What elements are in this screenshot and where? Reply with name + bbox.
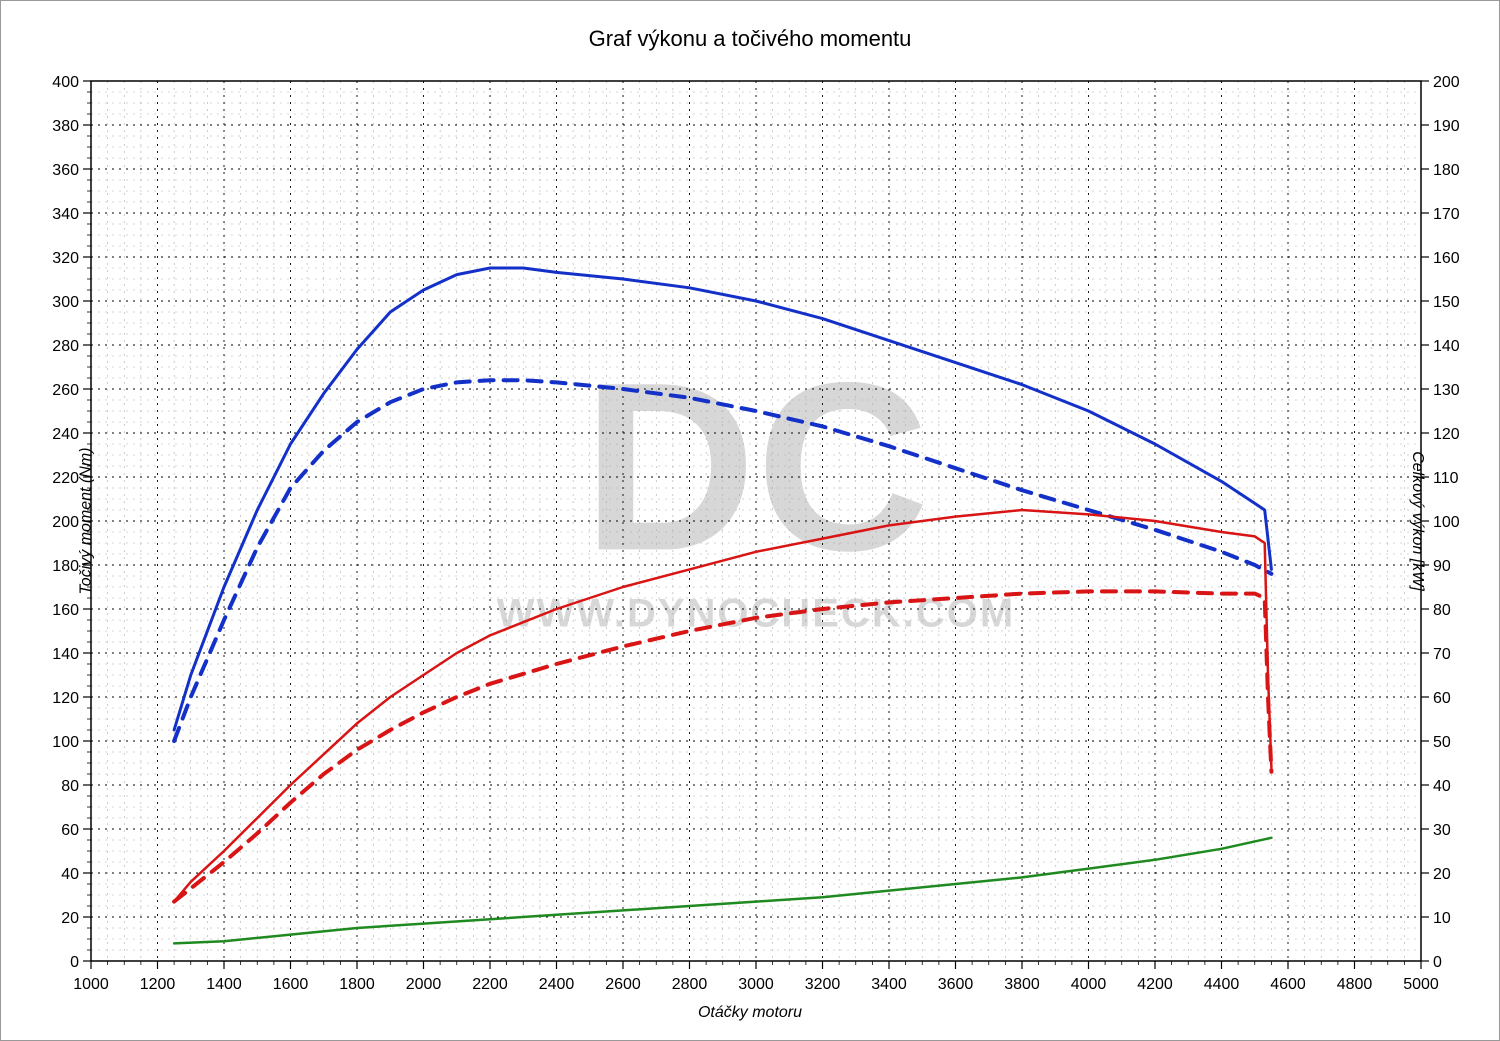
y-axis-right-label: Celkový výkon [kW] <box>1408 451 1426 591</box>
y-right-tick-label: 60 <box>1433 690 1451 707</box>
y-left-tick-label: 340 <box>52 206 79 223</box>
x-tick-label: 1400 <box>206 976 242 993</box>
y-left-tick-label: 380 <box>52 118 79 135</box>
x-tick-label: 2600 <box>605 976 641 993</box>
x-tick-label: 1600 <box>273 976 309 993</box>
y-right-tick-label: 10 <box>1433 910 1451 927</box>
chart-title: Graf výkonu a točivého momentu <box>1 26 1499 52</box>
x-tick-label: 3200 <box>805 976 841 993</box>
x-tick-label: 3400 <box>871 976 907 993</box>
y-left-tick-label: 80 <box>61 778 79 795</box>
x-tick-label: 2000 <box>406 976 442 993</box>
x-tick-label: 4000 <box>1071 976 1107 993</box>
x-tick-label: 1800 <box>339 976 375 993</box>
dyno-chart: Graf výkonu a točivého momentu Točivý mo… <box>0 0 1500 1041</box>
x-tick-label: 4200 <box>1137 976 1173 993</box>
y-right-tick-label: 200 <box>1433 74 1460 91</box>
x-tick-label: 3000 <box>738 976 774 993</box>
x-tick-label: 1000 <box>73 976 109 993</box>
y-right-tick-label: 140 <box>1433 338 1460 355</box>
y-left-tick-label: 220 <box>52 470 79 487</box>
x-tick-label: 2400 <box>539 976 575 993</box>
y-left-tick-label: 160 <box>52 602 79 619</box>
y-right-tick-label: 80 <box>1433 602 1451 619</box>
y-right-tick-label: 20 <box>1433 866 1451 883</box>
y-left-tick-label: 20 <box>61 910 79 927</box>
grid <box>91 81 1421 961</box>
plot-area: DCWWW.DYNOCHECK.COM100012001400160018002… <box>1 1 1500 1041</box>
y-right-tick-label: 110 <box>1433 470 1459 487</box>
y-right-tick-label: 130 <box>1433 382 1460 399</box>
x-tick-label: 4800 <box>1337 976 1373 993</box>
y-right-tick-label: 150 <box>1433 294 1460 311</box>
y-right-tick-label: 120 <box>1433 426 1460 443</box>
y-right-tick-label: 100 <box>1433 514 1460 531</box>
y-left-tick-label: 260 <box>52 382 79 399</box>
y-left-tick-label: 240 <box>52 426 79 443</box>
y-left-tick-label: 100 <box>52 734 79 751</box>
x-tick-label: 2200 <box>472 976 508 993</box>
y-left-tick-label: 320 <box>52 250 79 267</box>
y-left-tick-label: 300 <box>52 294 79 311</box>
y-left-tick-label: 140 <box>52 646 79 663</box>
x-tick-label: 3600 <box>938 976 974 993</box>
x-tick-label: 5000 <box>1403 976 1439 993</box>
y-right-tick-label: 40 <box>1433 778 1451 795</box>
y-right-tick-label: 160 <box>1433 250 1460 267</box>
x-tick-label: 2800 <box>672 976 708 993</box>
y-left-tick-label: 400 <box>52 74 79 91</box>
y-right-tick-label: 50 <box>1433 734 1451 751</box>
y-right-tick-label: 70 <box>1433 646 1451 663</box>
y-left-tick-label: 180 <box>52 558 79 575</box>
y-right-tick-label: 0 <box>1433 954 1442 971</box>
y-right-tick-label: 190 <box>1433 118 1460 135</box>
y-axis-left-label: Točivý moment (Nm) <box>77 447 95 594</box>
x-tick-label: 4400 <box>1204 976 1240 993</box>
series-losses <box>174 838 1271 944</box>
x-tick-label: 3800 <box>1004 976 1040 993</box>
y-left-tick-label: 40 <box>61 866 79 883</box>
y-right-tick-label: 30 <box>1433 822 1451 839</box>
x-axis-label: Otáčky motoru <box>1 1004 1499 1022</box>
y-right-tick-label: 90 <box>1433 558 1451 575</box>
y-right-tick-label: 170 <box>1433 206 1460 223</box>
y-left-tick-label: 280 <box>52 338 79 355</box>
y-left-tick-label: 120 <box>52 690 79 707</box>
y-right-tick-label: 180 <box>1433 162 1460 179</box>
y-left-tick-label: 0 <box>70 954 79 971</box>
x-tick-label: 1200 <box>140 976 176 993</box>
x-tick-label: 4600 <box>1270 976 1306 993</box>
y-left-tick-label: 200 <box>52 514 79 531</box>
y-left-tick-label: 360 <box>52 162 79 179</box>
y-left-tick-label: 60 <box>61 822 79 839</box>
